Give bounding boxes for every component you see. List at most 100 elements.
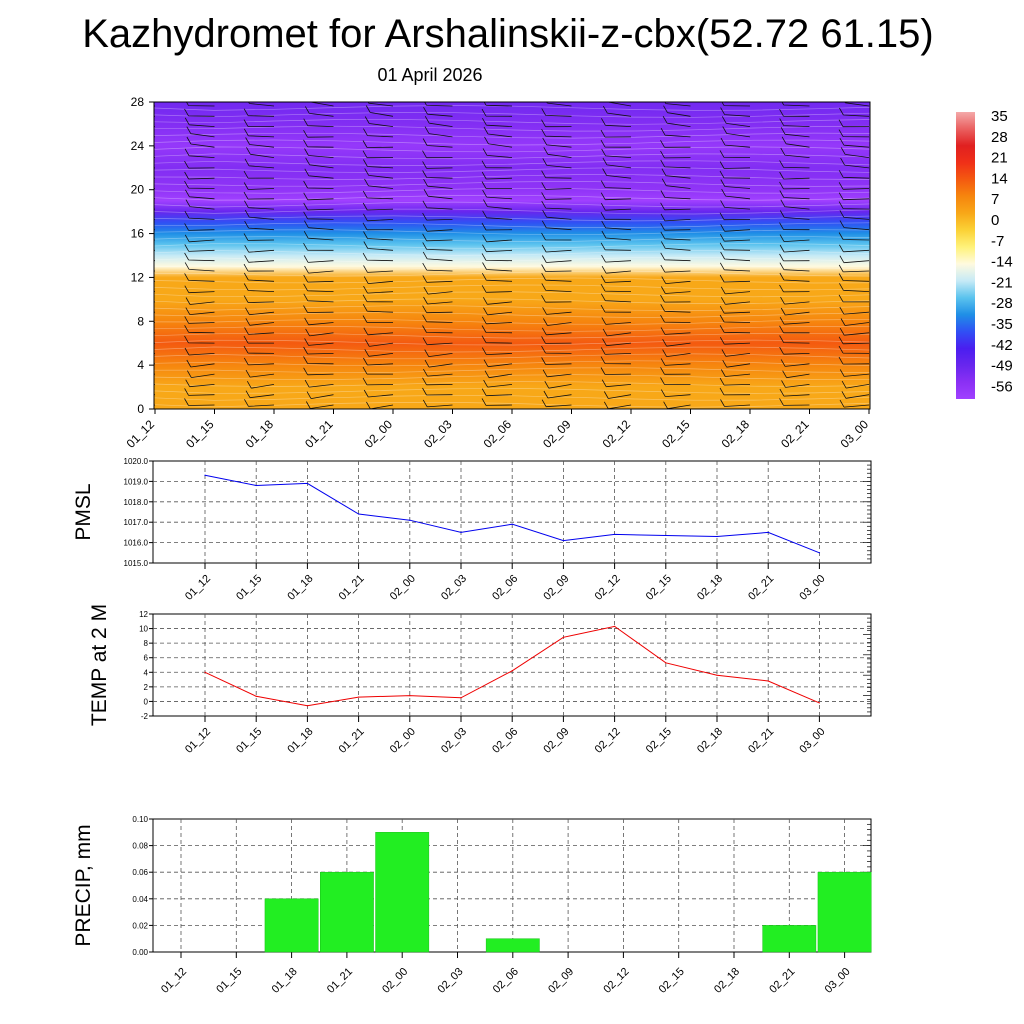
wind-barb — [720, 251, 751, 262]
wind-barb — [840, 318, 870, 326]
wind-barb — [243, 191, 275, 200]
wind-barb — [303, 211, 334, 220]
wind-barb — [154, 208, 156, 210]
pmsl-panel: 1015.0 1016.0 1017.0 1018.0 1019.0 1020.0 PMSL… — [72, 457, 872, 603]
x-tick-label: 03_00 — [823, 966, 853, 996]
contour-line — [154, 381, 870, 387]
wind-barb — [362, 252, 394, 262]
wind-barb — [364, 178, 394, 189]
wind-barb — [422, 337, 453, 346]
colorbar-label: -56 — [991, 378, 1013, 395]
wind-barb — [243, 233, 275, 241]
wind-barb — [602, 157, 632, 169]
wind-barb — [422, 161, 453, 169]
wind-barb — [184, 325, 215, 334]
x-tick-label: 01_12 — [183, 726, 213, 756]
wind-barb — [185, 189, 215, 200]
wind-barb — [660, 304, 691, 313]
wind-barb — [663, 401, 691, 409]
y-tick-label: 1020.0 — [124, 457, 149, 466]
wind-barb — [184, 252, 215, 262]
y-tick-label: 0.08 — [132, 842, 148, 851]
wind-barb — [303, 274, 334, 283]
data-point — [306, 482, 308, 485]
wind-barb — [184, 160, 215, 169]
wind-barb — [481, 181, 512, 189]
wind-barb — [483, 126, 513, 138]
wind-barb — [601, 379, 632, 388]
wind-barb — [838, 264, 870, 273]
data-point — [306, 705, 308, 707]
precip-bar — [762, 925, 817, 953]
wind-barb — [541, 295, 572, 303]
wind-barb — [484, 370, 513, 379]
wind-barb — [719, 150, 751, 158]
wind-barb — [483, 199, 513, 210]
wind-barb — [779, 222, 810, 231]
wind-barb — [660, 202, 691, 211]
wind-barb — [663, 105, 691, 117]
wind-barb — [720, 179, 751, 189]
wind-barb — [184, 171, 215, 180]
colorbar-label: 21 — [991, 150, 1008, 167]
contour-line — [154, 174, 870, 180]
y-tick-label: 0 — [144, 697, 149, 706]
wind-barb — [422, 399, 453, 408]
wind-barb — [660, 367, 691, 375]
data-point — [409, 519, 411, 521]
wind-barb — [483, 102, 513, 107]
wind-barb — [839, 255, 870, 264]
wind-barb — [838, 294, 870, 303]
y-tick-label: 0.02 — [132, 921, 148, 930]
wind-barb — [424, 116, 453, 127]
wind-barb — [660, 223, 691, 231]
wind-barb — [838, 170, 870, 179]
wind-barb — [483, 307, 513, 316]
wind-barb — [423, 286, 453, 295]
colorbar-label: -7 — [991, 233, 1004, 250]
colorbar-label: -28 — [991, 295, 1013, 312]
wind-barb — [541, 283, 572, 292]
wind-barb — [660, 252, 691, 262]
x-tick-label: 02_00 — [362, 417, 396, 451]
wind-barb — [184, 244, 215, 252]
contour-line — [154, 194, 870, 201]
x-tick-label: 02_00 — [380, 966, 410, 996]
wind-barb — [838, 129, 870, 138]
wind-barb — [600, 304, 632, 313]
wind-barb — [541, 264, 572, 272]
wind-barb — [303, 255, 334, 263]
wind-barb — [602, 328, 632, 337]
contour-line — [154, 112, 870, 118]
wind-barb — [423, 368, 453, 377]
wind-barb — [481, 160, 513, 169]
wind-barb — [423, 179, 453, 189]
contour-line — [154, 160, 870, 166]
x-tick-label: 02_18 — [719, 417, 753, 451]
wind-barb — [185, 379, 215, 388]
wind-barb — [185, 297, 215, 305]
wind-barb — [422, 262, 453, 272]
wind-barb — [607, 102, 632, 107]
wind-barb — [303, 293, 334, 303]
x-tick-label: 01_15 — [234, 573, 264, 603]
wind-barb — [154, 260, 156, 262]
wind-barb — [720, 286, 751, 295]
wind-barb — [542, 307, 572, 315]
wind-barb — [303, 356, 334, 365]
x-tick-label: 01_21 — [337, 573, 367, 603]
wind-barb — [838, 192, 870, 201]
wind-barb — [779, 398, 810, 406]
x-tick-label: 01_12 — [124, 417, 158, 451]
wind-barb — [422, 170, 453, 179]
x-tick-label: 02_21 — [767, 966, 797, 996]
data-point — [255, 695, 257, 697]
wind-barb — [481, 325, 513, 334]
data-point — [255, 484, 257, 487]
wind-barb — [363, 159, 394, 169]
wind-barb — [660, 128, 691, 138]
x-tick-label: 01_15 — [214, 966, 244, 996]
wind-barb — [422, 224, 453, 232]
wind-barb — [660, 159, 691, 169]
contour-line — [154, 388, 870, 394]
